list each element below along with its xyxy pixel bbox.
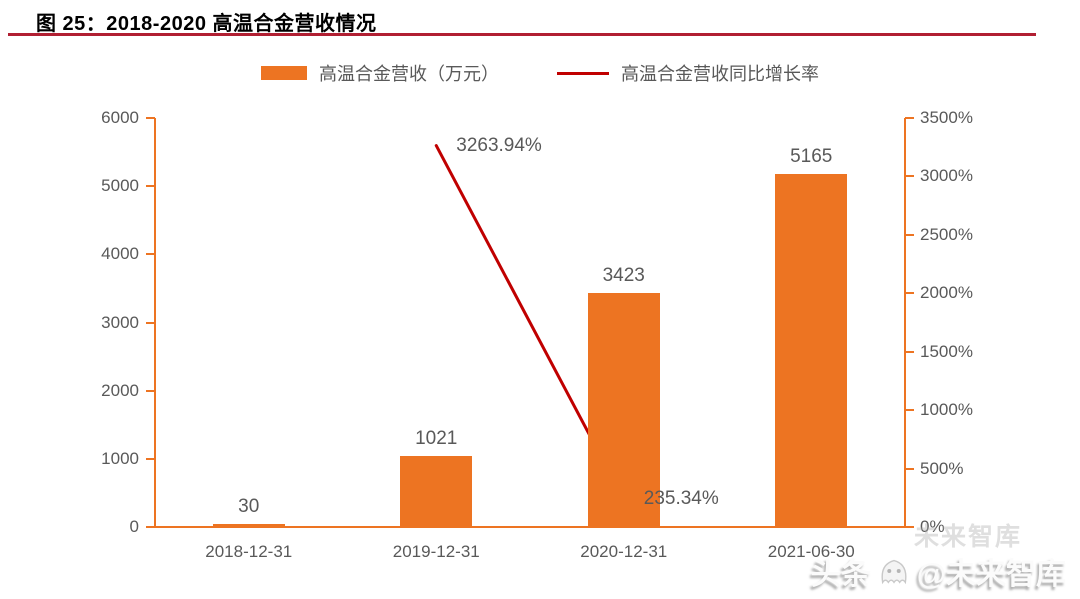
y-axis-right-tick <box>905 350 914 353</box>
legend-item-revenue: 高温合金营收（万元） <box>261 60 499 86</box>
y-axis-right-tick-label: 2500% <box>920 224 973 244</box>
y-axis-right-tick-label: 500% <box>920 458 964 478</box>
y-axis-right-tick <box>905 175 914 178</box>
x-axis-line <box>154 526 906 528</box>
y-axis-left-tick-label: 1000 <box>101 448 139 468</box>
y-axis-right-tick <box>905 467 914 470</box>
y-axis-right-tick-label: 3500% <box>920 108 973 127</box>
line-series-swatch-icon <box>557 71 609 75</box>
y-axis-right-tick <box>905 117 914 119</box>
chart-legend: 高温合金营收（万元） 高温合金营收同比增长率 <box>0 58 1080 88</box>
bar-2020-12-31 <box>587 292 660 526</box>
bar-value-label: 5165 <box>790 145 833 167</box>
y-axis-left-tick <box>146 526 155 528</box>
legend-label-growth: 高温合金营收同比增长率 <box>621 64 819 84</box>
y-axis-left-tick <box>146 253 155 256</box>
y-axis-right-tick-label: 2000% <box>920 283 973 303</box>
y-axis-right-tick <box>905 526 914 528</box>
legend-label-revenue: 高温合金营收（万元） <box>319 64 499 84</box>
watermark: 头条 @未来智库 <box>811 549 1066 593</box>
bar-value-label: 3423 <box>602 264 645 286</box>
y-axis-left-tick <box>146 117 155 119</box>
bar-2018-12-31 <box>212 523 285 526</box>
y-axis-right-tick <box>905 292 914 295</box>
title-underline <box>8 33 1036 36</box>
x-axis-label-2020-12-31: 2020-12-31 <box>580 542 668 561</box>
y-axis-right-tick <box>905 233 914 236</box>
y-axis-right-tick <box>905 409 914 412</box>
y-axis-left-line <box>154 118 156 527</box>
watermark-ghost-icon <box>881 559 907 585</box>
y-axis-left-tick <box>146 457 155 460</box>
y-axis-left-tick <box>146 389 155 392</box>
x-axis-label-2021-06-30: 2021-06-30 <box>767 542 855 561</box>
y-axis-left-tick <box>146 185 155 188</box>
y-axis-right-tick-label: 3000% <box>920 166 973 186</box>
y-axis-left-tick-label: 0 <box>129 517 139 536</box>
growth-value-label: 235.34% <box>643 488 719 510</box>
y-axis-right-line <box>904 118 906 527</box>
bar-2021-06-30 <box>775 173 848 526</box>
y-axis-right-tick-label: 0% <box>920 517 945 536</box>
y-axis-left-tick-label: 2000 <box>101 380 139 400</box>
y-axis-left-tick-label: 3000 <box>101 312 139 332</box>
y-axis-left-tick <box>146 321 155 324</box>
bar-value-label: 1021 <box>415 428 458 450</box>
legend-item-growth: 高温合金营收同比增长率 <box>557 60 819 86</box>
figure-title: 图 25：2018-2020 高温合金营收情况 <box>36 13 377 35</box>
y-axis-right-tick-label: 1000% <box>920 400 973 420</box>
watermark-echo-text: 未来智库 <box>913 523 1022 551</box>
bar-value-label: 30 <box>238 495 260 517</box>
y-axis-left-tick-label: 5000 <box>101 176 139 196</box>
watermark-suffix-text: @未来智库 <box>916 558 1066 591</box>
y-axis-left-tick-label: 6000 <box>101 108 139 127</box>
x-axis-label-2018-12-31: 2018-12-31 <box>205 542 293 561</box>
watermark-prefix-text: 头条 <box>810 558 871 591</box>
y-axis-left-tick-label: 4000 <box>101 244 139 264</box>
y-axis-right-tick-label: 1500% <box>920 341 973 361</box>
growth-value-label: 3263.94% <box>456 134 542 156</box>
bar-series-swatch-icon <box>261 66 307 80</box>
bar-2019-12-31 <box>400 456 473 526</box>
x-axis-label-2019-12-31: 2019-12-31 <box>392 542 480 561</box>
